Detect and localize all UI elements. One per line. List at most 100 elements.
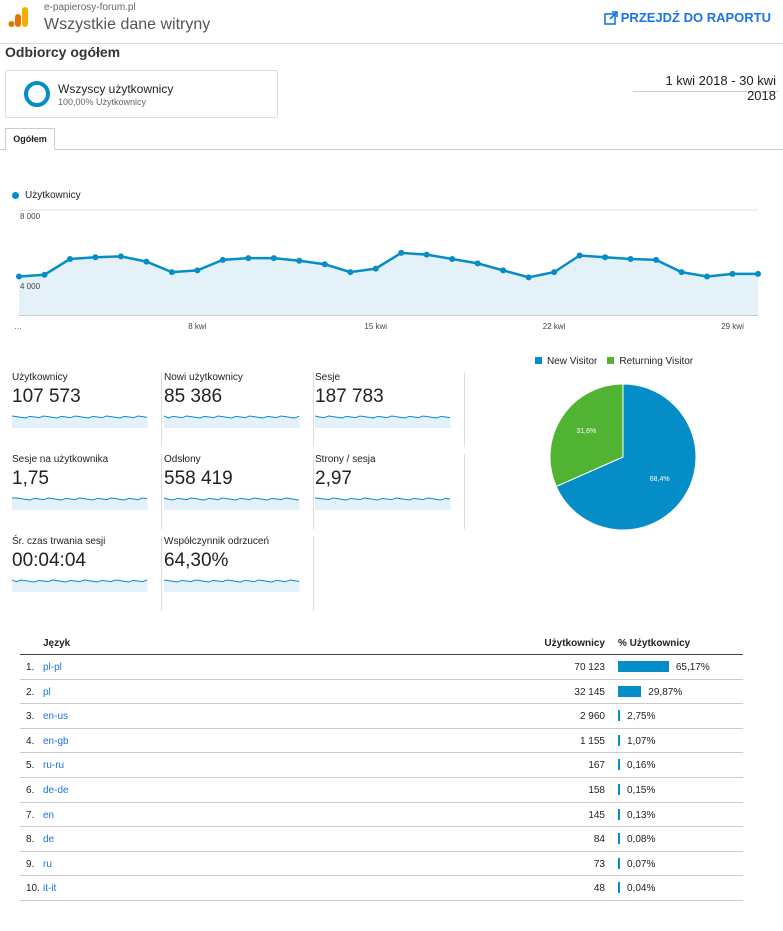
analytics-logo-icon [8,7,28,27]
table-row: 6. de-de 158 0,15% [20,778,743,803]
users-value: 145 [588,809,605,821]
language-link[interactable]: de-de [43,785,69,796]
users-value: 2 960 [579,711,605,723]
page-title: Odbiorcy ogółem [5,44,121,60]
chart-legend: Użytkownicy [12,190,81,201]
segment-card[interactable]: Wszyscy użytkownicy 100,00% Użytkownicy [5,70,278,118]
sparkline-area [164,416,300,428]
row-number: 2. [26,686,35,698]
metric-value: 187 783 [315,386,384,407]
data-point [398,249,405,256]
data-point [500,267,507,274]
segment-ring-icon [24,81,50,107]
table-row: 5. ru-ru 167 0,16% [20,753,743,778]
pie-slice [555,383,697,531]
metric-sparkline [12,415,148,428]
data-point [347,269,354,276]
metric-tile[interactable]: Współczynnik odrzuceń 64,30% [164,536,314,611]
language-link[interactable]: de [43,834,55,846]
language-link[interactable]: en-us [43,711,69,723]
data-point [755,270,761,277]
sparkline-area [164,498,300,510]
col-header-language[interactable]: Język [43,638,71,649]
metric-tile[interactable]: Strony / sesja 2,97 [315,454,465,529]
col-header-users-pct[interactable]: % Użytkownicy [618,638,691,649]
metric-value: 00:04:04 [12,550,86,571]
data-point [296,257,303,264]
sparkline-line [164,415,300,419]
percentage-bar [618,710,621,722]
segment-percentage: 100,00% Użytkownicy [58,97,147,107]
language-link[interactable]: ru [43,858,52,870]
language-link[interactable]: pl-pl [43,662,62,673]
view-name: Wszystkie dane witryny [44,16,211,33]
users-percentage: 0,15% [627,785,656,796]
metric-tile[interactable]: Użytkownicy 107 573 [12,372,162,447]
row-number: 9. [26,858,35,870]
site-name: e-papierosy-forum.pl [44,2,136,13]
users-value: 1 155 [579,735,605,747]
metric-value: 1,75 [12,468,49,489]
metric-tile[interactable]: Nowi użytkownicy 85 386 [164,372,314,447]
metric-label: Strony / sesja [315,454,376,465]
data-point [117,253,124,260]
users-percentage: 29,87% [648,686,683,698]
metric-value: 558 419 [164,468,233,489]
metric-tile[interactable]: Śr. czas trwania sesji 00:04:04 [12,536,162,611]
metric-label: Nowi użytkownicy [164,372,243,383]
sparkline-line [164,579,300,583]
data-point [245,255,252,262]
data-point [602,254,609,261]
language-link[interactable]: pl [43,686,51,698]
sparkline-line [12,579,148,583]
language-link[interactable]: ru-ru [43,760,65,772]
percentage-bar [618,759,620,771]
sparkline-line [315,415,451,419]
users-percentage: 1,07% [627,735,656,747]
row-number: 5. [26,760,35,772]
metric-tile[interactable]: Sesje 187 783 [315,372,465,447]
x-tick-label: … [14,322,22,331]
metric-value: 107 573 [12,386,81,407]
series-line [18,251,758,279]
data-point [168,269,175,276]
table-row: 9. ru 73 0,07% [20,852,743,877]
row-number: 10. [26,883,40,895]
users-value: 48 [593,883,605,895]
metric-sparkline [12,497,148,510]
data-point [653,256,660,263]
metric-label: Sesje [315,372,341,383]
data-point [92,254,99,261]
metric-tile[interactable]: Odsłony 558 419 [164,454,314,529]
data-point [16,273,22,280]
sparkline-area [12,498,148,510]
language-link[interactable]: en-gb [43,735,69,747]
users-value: 73 [593,858,605,870]
metric-sparkline [164,415,300,428]
metric-label: Współczynnik odrzuceń [164,536,270,547]
sparkline-area [315,416,451,428]
data-point [372,265,379,272]
data-point [143,258,150,265]
language-link[interactable]: en [43,809,55,821]
go-to-report-link[interactable]: PRZEJDŹ DO RAPORTU [603,10,771,25]
metric-sparkline [164,579,300,592]
percentage-bar [618,857,620,869]
metric-tile[interactable]: Sesje na użytkownika 1,75 [12,454,162,529]
users-percentage: 0,07% [627,858,656,870]
col-header-users[interactable]: Użytkownicy [544,638,605,649]
x-tick-label: 29 kwi [721,322,744,331]
percentage-bar [618,734,620,746]
y-tick-label: 4 000 [20,282,41,291]
data-point [704,273,711,280]
sparkline-area [164,580,300,592]
users-percentage: 2,75% [627,711,656,723]
table-row: 2. pl 32 145 29,87% [20,680,743,705]
users-value: 70 123 [574,662,605,673]
tab-overall[interactable]: Ogółem [5,128,55,150]
date-range-picker[interactable]: 1 kwi 2018 - 30 kwi 2018 [633,70,778,103]
users-value: 158 [588,785,605,796]
sparkline-line [12,497,148,501]
language-link[interactable]: it-it [43,883,57,895]
percentage-bar [618,661,669,672]
